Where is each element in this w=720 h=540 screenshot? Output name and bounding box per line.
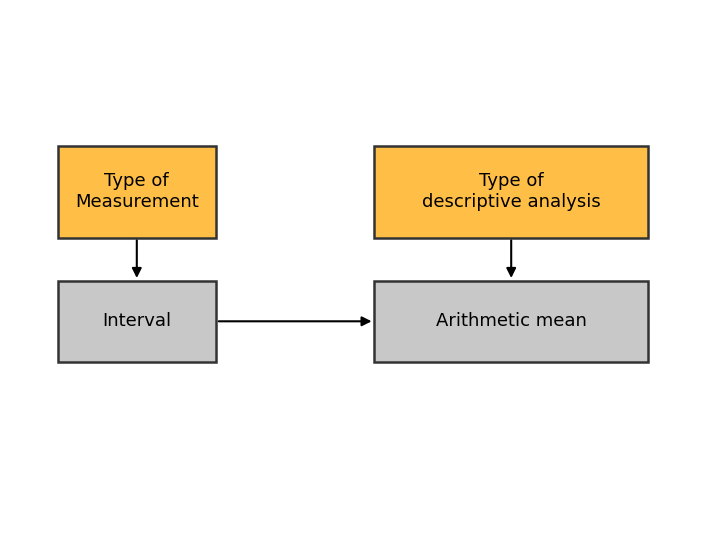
FancyBboxPatch shape — [58, 146, 216, 238]
Text: Arithmetic mean: Arithmetic mean — [436, 312, 587, 330]
FancyBboxPatch shape — [374, 146, 648, 238]
Text: Type of
descriptive analysis: Type of descriptive analysis — [422, 172, 600, 211]
FancyBboxPatch shape — [374, 281, 648, 362]
Text: Interval: Interval — [102, 312, 171, 330]
Text: Type of
Measurement: Type of Measurement — [75, 172, 199, 211]
FancyBboxPatch shape — [58, 281, 216, 362]
